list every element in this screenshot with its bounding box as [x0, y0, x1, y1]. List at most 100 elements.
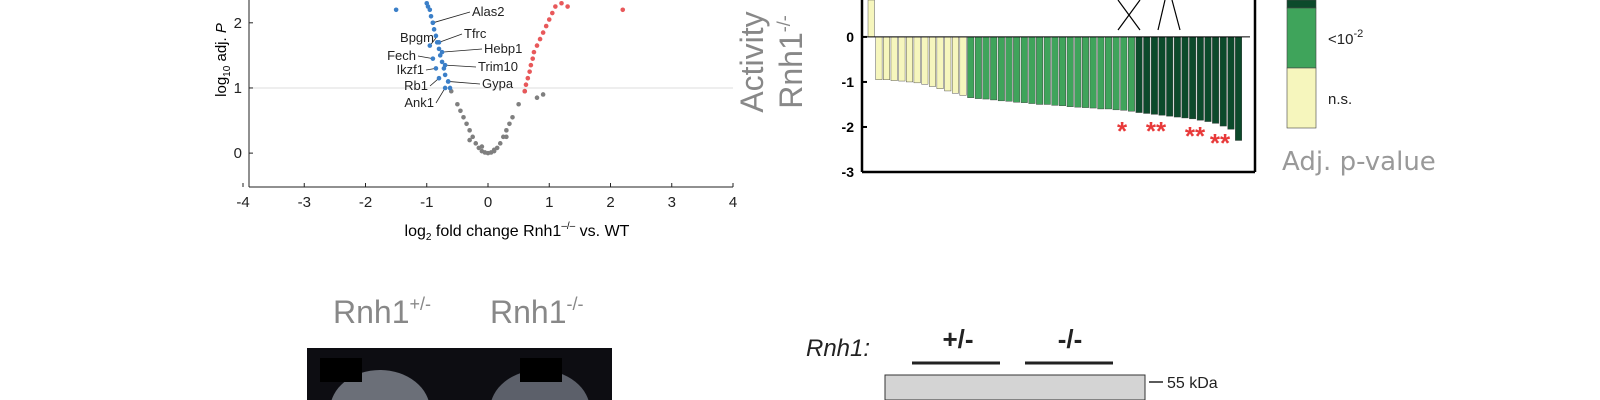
point	[620, 7, 626, 13]
bar	[1120, 36, 1128, 111]
legend-label-sup: -2	[1353, 28, 1363, 40]
gene-label: Bpgm	[400, 30, 434, 45]
bar	[990, 36, 998, 101]
label-sub: 10	[222, 65, 233, 77]
bar	[867, 0, 875, 38]
point	[534, 95, 540, 101]
bar	[1112, 36, 1120, 111]
photo-mask	[520, 358, 562, 382]
y-tick-label: -3	[842, 164, 855, 180]
bar	[1189, 36, 1197, 120]
point	[523, 82, 529, 88]
label-part: Rnh1	[333, 294, 410, 330]
bar	[1020, 36, 1028, 103]
y-tick-label: 2	[234, 15, 242, 32]
point	[559, 0, 564, 6]
marker-label: 55 kDa	[1167, 375, 1218, 392]
bar	[1051, 36, 1059, 106]
label-part: fold change Rnh1	[431, 223, 561, 240]
point	[393, 7, 399, 13]
leader-line	[417, 55, 433, 60]
gene-label: Ank1	[404, 95, 434, 110]
significance-mark: **	[1185, 121, 1206, 151]
label-sup: -/-	[774, 15, 794, 32]
legend-label-part: <10	[1328, 31, 1353, 48]
leader-line	[438, 33, 463, 43]
label-sup: –/–	[561, 221, 575, 232]
y-tick-label: -2	[842, 119, 855, 135]
annotated-point	[439, 49, 445, 55]
bar	[982, 36, 990, 100]
annotated-point	[430, 56, 436, 61]
bar	[1105, 36, 1112, 110]
x-tick-label: -1	[420, 194, 433, 211]
bar	[1128, 36, 1135, 112]
bar	[1212, 36, 1220, 124]
bar	[1196, 36, 1204, 121]
point	[510, 114, 515, 120]
bar	[967, 36, 975, 98]
point	[537, 36, 543, 42]
bar	[875, 36, 883, 80]
bar	[959, 36, 967, 96]
point	[507, 121, 512, 127]
bar	[1204, 36, 1212, 122]
leader-line	[442, 48, 483, 53]
point	[504, 128, 509, 133]
y-axis-label: log10 adj. P	[213, 23, 233, 97]
legend-swatch	[1286, 7, 1317, 69]
gene-label: Alas2	[472, 4, 505, 19]
photo-label: Rnh1-/-	[490, 294, 584, 330]
label-part: log	[405, 223, 426, 240]
x-tick-label: 3	[668, 194, 676, 211]
annotated-point	[433, 66, 439, 71]
x-axis-label: log2 fold change Rnh1–/– vs. WT	[405, 221, 630, 243]
y-axis-label: Activity	[734, 11, 770, 112]
bar	[997, 36, 1005, 102]
label-part: P	[213, 23, 230, 33]
point	[531, 49, 537, 55]
bar	[1028, 36, 1036, 104]
bar	[913, 36, 921, 84]
annotated-point	[427, 43, 433, 48]
y-tick-label: 0	[846, 29, 854, 45]
point	[525, 75, 531, 81]
point	[540, 92, 546, 97]
bar	[1036, 36, 1044, 105]
bar	[1097, 36, 1105, 110]
annotated-point	[430, 20, 436, 26]
bar	[936, 36, 944, 89]
point	[546, 17, 552, 22]
annotated-point	[436, 40, 442, 45]
significance-mark: *	[1117, 116, 1128, 146]
point	[530, 56, 536, 61]
point	[458, 108, 463, 114]
point	[428, 13, 434, 19]
legend-title: Adj. p-value	[1282, 147, 1436, 177]
legend-label: <10-2	[1328, 28, 1363, 48]
legend-label-part: n.s.	[1328, 91, 1352, 108]
label-part: Rnh1	[773, 32, 809, 109]
point	[424, 0, 430, 6]
point	[455, 101, 460, 107]
gene-label: Hebp1	[484, 41, 522, 56]
gene-label: Gypa	[482, 76, 514, 91]
gene-label: Trim10	[478, 59, 518, 74]
legend-swatch	[1286, 0, 1317, 9]
leader-line	[448, 81, 481, 85]
bar	[1082, 36, 1089, 108]
point	[436, 46, 442, 52]
bar	[1005, 36, 1013, 102]
legend-label: n.s.	[1328, 91, 1352, 108]
point	[543, 23, 549, 29]
point	[433, 33, 439, 39]
bar	[1089, 36, 1097, 109]
gene-label: Tfrc	[464, 26, 487, 41]
bar	[1135, 36, 1143, 113]
leader-line	[435, 87, 446, 104]
y-tick-label: -1	[842, 74, 855, 90]
label-part: Rnh1	[490, 294, 567, 330]
bar	[1043, 36, 1051, 105]
bar	[1219, 36, 1227, 127]
photo-shape	[491, 370, 589, 400]
